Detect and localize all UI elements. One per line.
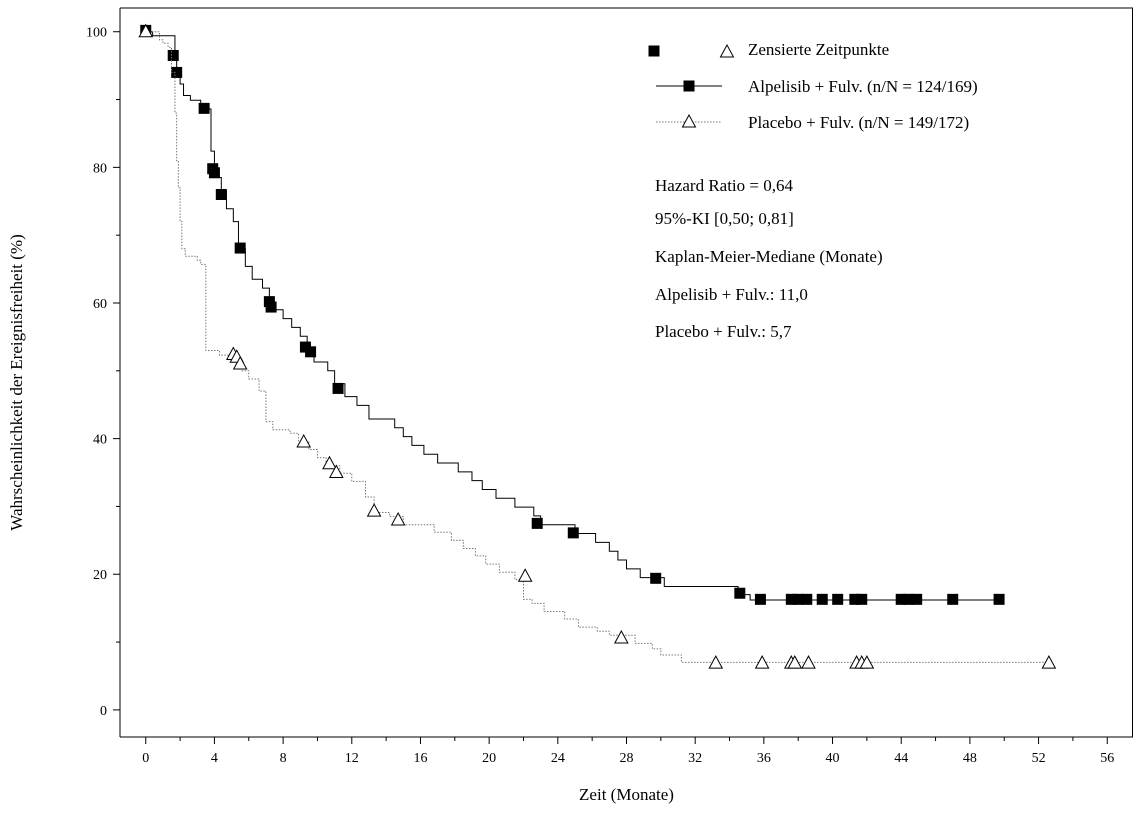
censor-marker-square: [215, 188, 227, 200]
x-tick-label: 52: [1032, 751, 1046, 766]
censor-marker-square: [567, 527, 579, 539]
x-tick-label: 48: [963, 751, 977, 766]
legend-censor-triangle: [719, 43, 735, 58]
y-tick-label: 20: [93, 568, 107, 583]
censor-marker-triangle: [787, 655, 803, 669]
legend-placebo-marker: [681, 113, 697, 128]
placebo-series: [138, 23, 1057, 669]
censor-marker-square: [305, 346, 317, 358]
x-tick-label: 20: [482, 751, 496, 766]
censor-marker-triangle: [322, 455, 337, 470]
legend-censor-square: [648, 45, 660, 57]
censor-marker-square: [849, 593, 861, 605]
censor-marker-triangle: [517, 568, 533, 582]
censor-marker-triangle: [296, 433, 312, 448]
x-tick-label: 28: [620, 751, 634, 766]
censor-marker-square: [895, 593, 907, 605]
annotation-line: Alpelisib + Fulv.: 11,0: [655, 285, 808, 304]
placebo-curve: [145, 31, 1049, 663]
censor-marker-square: [167, 49, 179, 61]
x-tick-label: 12: [345, 751, 359, 766]
censor-marker-square: [801, 593, 813, 605]
y-axis-title: Wahrscheinlichkeit der Ereignisfreiheit …: [7, 234, 26, 530]
legend-alpelisib-marker: [683, 80, 695, 92]
censor-marker-square: [816, 593, 828, 605]
censor-marker-square: [832, 593, 844, 605]
censor-marker-square: [265, 301, 277, 313]
censor-marker-square: [902, 593, 914, 605]
annotation-line: Kaplan-Meier-Mediane (Monate): [655, 247, 883, 266]
censor-marker-square: [792, 593, 804, 605]
x-axis-title: Zeit (Monate): [579, 785, 674, 804]
censor-marker-square: [911, 593, 923, 605]
y-tick-label: 0: [100, 704, 107, 719]
alpelisib-series: [140, 24, 1005, 605]
x-tick-label: 16: [413, 751, 427, 766]
censor-marker-square: [947, 593, 959, 605]
censor-marker-square: [198, 102, 210, 114]
plot-series: [138, 23, 1057, 669]
legend-censored-label: Zensierte Zeitpunkte: [748, 40, 889, 59]
x-tick-label: 4: [211, 751, 218, 766]
censor-marker-triangle: [390, 511, 406, 526]
annotation-line: Hazard Ratio = 0,64: [655, 176, 793, 195]
censor-marker-triangle: [614, 629, 629, 644]
censor-marker-square: [754, 593, 766, 605]
x-tick-label: 44: [894, 751, 908, 766]
legend: Zensierte Zeitpunkte Alpelisib + Fulv. (n…: [648, 40, 978, 132]
x-tick-label: 56: [1100, 751, 1114, 766]
censor-marker-square: [208, 167, 220, 179]
censor-marker-triangle: [859, 655, 875, 669]
x-tick-label: 40: [826, 751, 840, 766]
censor-marker-square: [531, 517, 543, 529]
y-tick-label: 40: [93, 433, 107, 448]
x-tick-label: 8: [280, 751, 287, 766]
censor-marker-triangle: [708, 655, 724, 669]
censor-marker-square: [171, 66, 183, 78]
censor-marker-square: [785, 593, 797, 605]
censor-marker-square: [332, 382, 344, 394]
x-tick-label: 32: [688, 751, 702, 766]
censor-marker-square: [650, 572, 662, 584]
y-tick-label: 100: [86, 26, 107, 41]
censor-marker-triangle: [232, 355, 248, 370]
censor-marker-triangle: [1041, 655, 1057, 669]
censor-marker-triangle: [754, 655, 770, 669]
censor-marker-square: [234, 242, 246, 254]
censor-marker-square: [993, 593, 1005, 605]
censor-marker-triangle: [801, 655, 816, 669]
x-tick-label: 24: [551, 751, 565, 766]
annotation-line: 95%-KI [0,50; 0,81]: [655, 209, 794, 228]
x-tick-label: 36: [757, 751, 771, 766]
y-tick-label: 60: [93, 297, 107, 312]
censor-marker-triangle: [138, 23, 154, 38]
censor-marker-square: [856, 593, 868, 605]
y-tick-label: 80: [93, 161, 107, 176]
annotations: Hazard Ratio = 0,64 95%-KI [0,50; 0,81] Ka…: [655, 176, 883, 341]
legend-alpelisib-label: Alpelisib + Fulv. (n/N = 124/169): [748, 77, 978, 96]
x-tick-label: 0: [142, 751, 149, 766]
annotation-line: Placebo + Fulv.: 5,7: [655, 322, 792, 341]
legend-placebo-label: Placebo + Fulv. (n/N = 149/172): [748, 113, 969, 132]
censor-marker-triangle: [366, 503, 382, 517]
censor-marker-square: [734, 587, 746, 599]
censor-marker-triangle: [328, 464, 344, 479]
